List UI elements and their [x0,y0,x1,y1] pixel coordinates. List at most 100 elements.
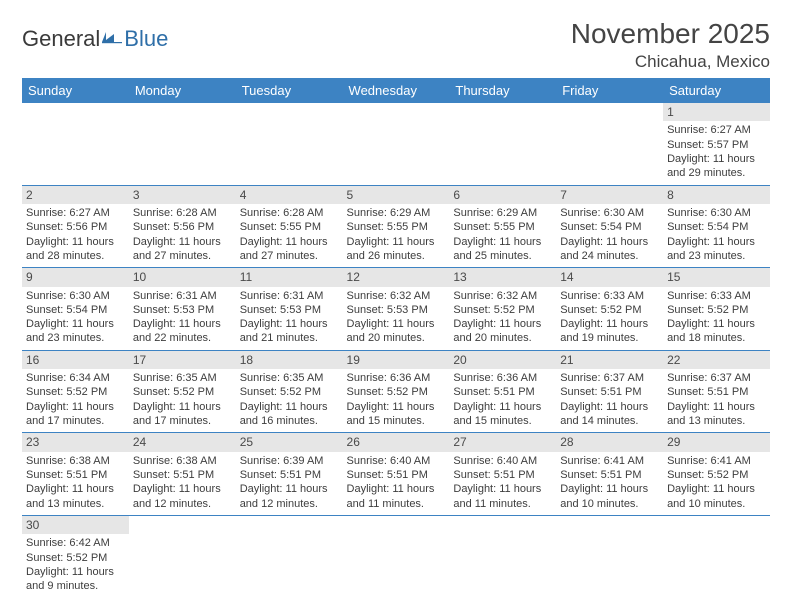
day-info: Sunrise: 6:32 AMSunset: 5:52 PMDaylight:… [449,287,556,350]
day-info: Sunrise: 6:35 AMSunset: 5:52 PMDaylight:… [236,369,343,432]
day-info: Sunrise: 6:37 AMSunset: 5:51 PMDaylight:… [556,369,663,432]
info-line: Sunrise: 6:33 AM [560,289,659,303]
info-line: and 26 minutes. [347,249,446,263]
info-line: Daylight: 11 hours [560,400,659,414]
calendar-day-cell: 15Sunrise: 6:33 AMSunset: 5:52 PMDayligh… [663,268,770,351]
info-line: Daylight: 11 hours [26,482,125,496]
info-line: Daylight: 11 hours [453,482,552,496]
day-number: 12 [343,268,450,286]
info-line: Sunset: 5:51 PM [453,468,552,482]
calendar-table: Sunday Monday Tuesday Wednesday Thursday… [22,78,770,597]
info-line: Sunrise: 6:37 AM [560,371,659,385]
info-line: Daylight: 11 hours [347,235,446,249]
info-line: and 27 minutes. [240,249,339,263]
info-line: Sunrise: 6:31 AM [133,289,232,303]
day-number: 2 [22,186,129,204]
info-line: Daylight: 11 hours [560,235,659,249]
day-number: 15 [663,268,770,286]
info-line: Sunset: 5:53 PM [347,303,446,317]
info-line: and 21 minutes. [240,331,339,345]
info-line: Sunrise: 6:30 AM [667,206,766,220]
day-number: 13 [449,268,556,286]
info-line: Daylight: 11 hours [26,565,125,579]
info-line: Sunrise: 6:27 AM [26,206,125,220]
calendar-week-row: 9Sunrise: 6:30 AMSunset: 5:54 PMDaylight… [22,268,770,351]
weekday-header: Thursday [449,78,556,103]
calendar-day-cell [22,103,129,185]
calendar-day-cell: 22Sunrise: 6:37 AMSunset: 5:51 PMDayligh… [663,350,770,433]
info-line: Sunset: 5:52 PM [667,468,766,482]
info-line: Sunset: 5:51 PM [133,468,232,482]
info-line: Sunset: 5:52 PM [560,303,659,317]
info-line: Daylight: 11 hours [560,317,659,331]
day-number: 26 [343,433,450,451]
info-line: Daylight: 11 hours [26,235,125,249]
day-number: 20 [449,351,556,369]
info-line: Sunrise: 6:27 AM [667,123,766,137]
info-line: Sunrise: 6:32 AM [453,289,552,303]
calendar-page: General Blue November 2025 Chicahua, Mex… [0,0,792,597]
info-line: Sunset: 5:52 PM [133,385,232,399]
calendar-day-cell: 24Sunrise: 6:38 AMSunset: 5:51 PMDayligh… [129,433,236,516]
day-number: 29 [663,433,770,451]
calendar-body: 1Sunrise: 6:27 AMSunset: 5:57 PMDaylight… [22,103,770,597]
day-info: Sunrise: 6:33 AMSunset: 5:52 PMDaylight:… [556,287,663,350]
info-line: Daylight: 11 hours [560,482,659,496]
calendar-day-cell [449,103,556,185]
info-line: Sunrise: 6:34 AM [26,371,125,385]
calendar-day-cell: 28Sunrise: 6:41 AMSunset: 5:51 PMDayligh… [556,433,663,516]
weekday-header: Tuesday [236,78,343,103]
calendar-week-row: 23Sunrise: 6:38 AMSunset: 5:51 PMDayligh… [22,433,770,516]
brand-part2: Blue [124,26,168,52]
day-info: Sunrise: 6:40 AMSunset: 5:51 PMDaylight:… [449,452,556,515]
info-line: and 19 minutes. [560,331,659,345]
calendar-day-cell: 7Sunrise: 6:30 AMSunset: 5:54 PMDaylight… [556,185,663,268]
calendar-day-cell: 10Sunrise: 6:31 AMSunset: 5:53 PMDayligh… [129,268,236,351]
calendar-day-cell: 26Sunrise: 6:40 AMSunset: 5:51 PMDayligh… [343,433,450,516]
calendar-day-cell: 1Sunrise: 6:27 AMSunset: 5:57 PMDaylight… [663,103,770,185]
calendar-week-row: 30Sunrise: 6:42 AMSunset: 5:52 PMDayligh… [22,515,770,597]
info-line: Sunrise: 6:33 AM [667,289,766,303]
info-line: Sunrise: 6:30 AM [26,289,125,303]
info-line: Sunrise: 6:29 AM [453,206,552,220]
info-line: Sunset: 5:54 PM [26,303,125,317]
calendar-header-row: Sunday Monday Tuesday Wednesday Thursday… [22,78,770,103]
calendar-day-cell: 12Sunrise: 6:32 AMSunset: 5:53 PMDayligh… [343,268,450,351]
day-number: 25 [236,433,343,451]
info-line: and 10 minutes. [560,497,659,511]
info-line: Sunset: 5:52 PM [453,303,552,317]
calendar-day-cell: 11Sunrise: 6:31 AMSunset: 5:53 PMDayligh… [236,268,343,351]
info-line: Sunset: 5:53 PM [133,303,232,317]
info-line: Sunrise: 6:36 AM [347,371,446,385]
info-line: and 23 minutes. [26,331,125,345]
day-info: Sunrise: 6:28 AMSunset: 5:55 PMDaylight:… [236,204,343,267]
info-line: Daylight: 11 hours [347,400,446,414]
weekday-header: Wednesday [343,78,450,103]
info-line: Sunset: 5:51 PM [240,468,339,482]
info-line: Sunset: 5:51 PM [667,385,766,399]
calendar-day-cell [449,515,556,597]
calendar-day-cell [556,103,663,185]
month-title: November 2025 [571,18,770,50]
info-line: Daylight: 11 hours [133,482,232,496]
day-number: 4 [236,186,343,204]
calendar-day-cell: 9Sunrise: 6:30 AMSunset: 5:54 PMDaylight… [22,268,129,351]
info-line: Daylight: 11 hours [240,317,339,331]
info-line: Sunset: 5:52 PM [667,303,766,317]
info-line: Sunrise: 6:35 AM [133,371,232,385]
day-info: Sunrise: 6:30 AMSunset: 5:54 PMDaylight:… [556,204,663,267]
info-line: and 13 minutes. [667,414,766,428]
day-info: Sunrise: 6:39 AMSunset: 5:51 PMDaylight:… [236,452,343,515]
info-line: and 17 minutes. [26,414,125,428]
info-line: and 10 minutes. [667,497,766,511]
info-line: Sunset: 5:51 PM [560,468,659,482]
info-line: Daylight: 11 hours [240,235,339,249]
info-line: Sunrise: 6:28 AM [240,206,339,220]
info-line: Daylight: 11 hours [26,317,125,331]
calendar-day-cell [129,515,236,597]
info-line: Daylight: 11 hours [133,235,232,249]
info-line: Sunrise: 6:40 AM [347,454,446,468]
day-number: 5 [343,186,450,204]
day-info: Sunrise: 6:28 AMSunset: 5:56 PMDaylight:… [129,204,236,267]
calendar-day-cell: 18Sunrise: 6:35 AMSunset: 5:52 PMDayligh… [236,350,343,433]
